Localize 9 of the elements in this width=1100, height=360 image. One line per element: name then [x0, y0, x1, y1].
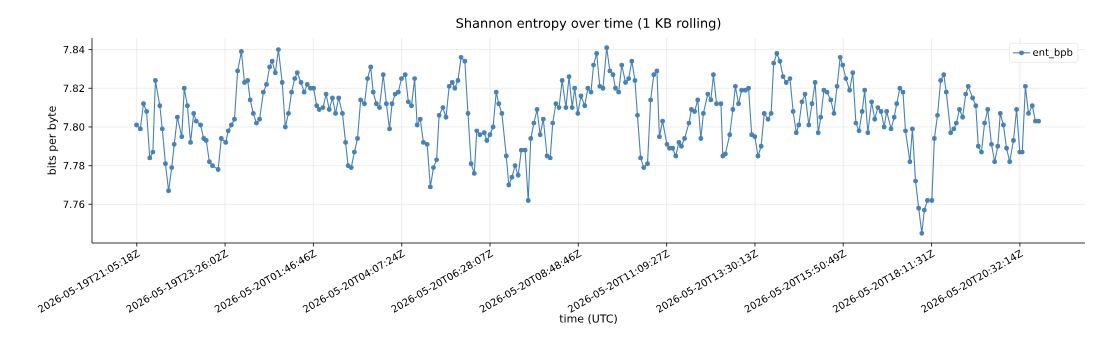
y-tick-label: 7.82 [63, 84, 84, 93]
y-tick-label: 7.84 [63, 45, 85, 54]
y-tick-label: 7.78 [63, 161, 85, 170]
y-axis-title: bits per byte [47, 106, 58, 175]
x-axis-title: time (UTC) [559, 314, 617, 324]
y-tick-label: 7.76 [63, 200, 85, 209]
legend-label: ent_bpb [1033, 48, 1073, 59]
y-tick-label: 7.80 [63, 123, 85, 131]
chart-title: Shannon entropy over time (1 KB rolling) [456, 17, 721, 31]
